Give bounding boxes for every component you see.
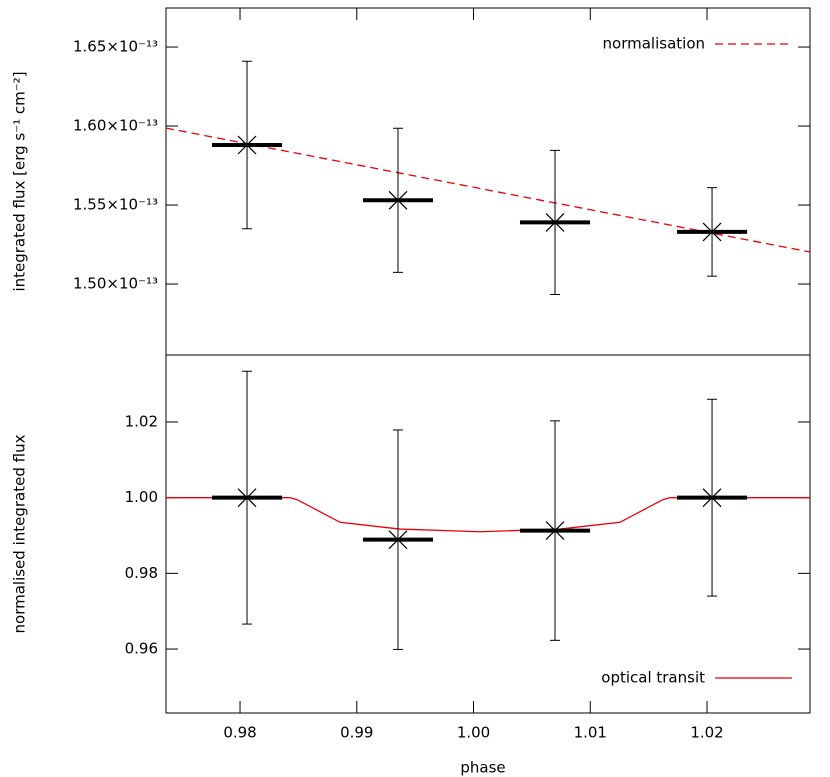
point-marker (702, 488, 722, 508)
legend-label: normalisation (603, 35, 705, 53)
point-marker (237, 135, 257, 155)
legend-label: optical transit (601, 669, 705, 687)
y-tick-label: 0.98 (125, 564, 158, 582)
x-tick-label: 1.01 (574, 724, 607, 742)
model-line (166, 497, 810, 533)
point-marker (237, 488, 257, 508)
x-axis-label: phase (460, 759, 505, 777)
plot-frame (165, 7, 811, 356)
point-marker (545, 213, 565, 232)
plot-frame (165, 354, 811, 714)
y-tick-label: 0.96 (125, 640, 158, 658)
y-axis-label: normalised integrated flux (11, 434, 29, 633)
y-tick-label: 1.55×10⁻¹³ (73, 196, 158, 214)
x-tick-label: 0.99 (340, 724, 373, 742)
y-tick-label: 1.65×10⁻¹³ (73, 38, 158, 56)
y-tick-label: 1.60×10⁻¹³ (73, 117, 158, 135)
x-tick-label: 1.00 (457, 724, 490, 742)
x-tick-label: 1.02 (690, 724, 723, 742)
y-tick-label: 1.00 (125, 488, 158, 506)
x-tick-label: 0.98 (223, 724, 256, 742)
y-tick-label: 1.02 (125, 412, 158, 430)
y-tick-label: 1.50×10⁻¹³ (73, 275, 158, 293)
point-marker (702, 222, 722, 242)
point-marker (388, 190, 408, 210)
y-axis-label: integrated flux [erg s⁻¹ cm⁻²] (11, 71, 29, 291)
point-marker (388, 530, 408, 550)
point-marker (545, 521, 565, 541)
